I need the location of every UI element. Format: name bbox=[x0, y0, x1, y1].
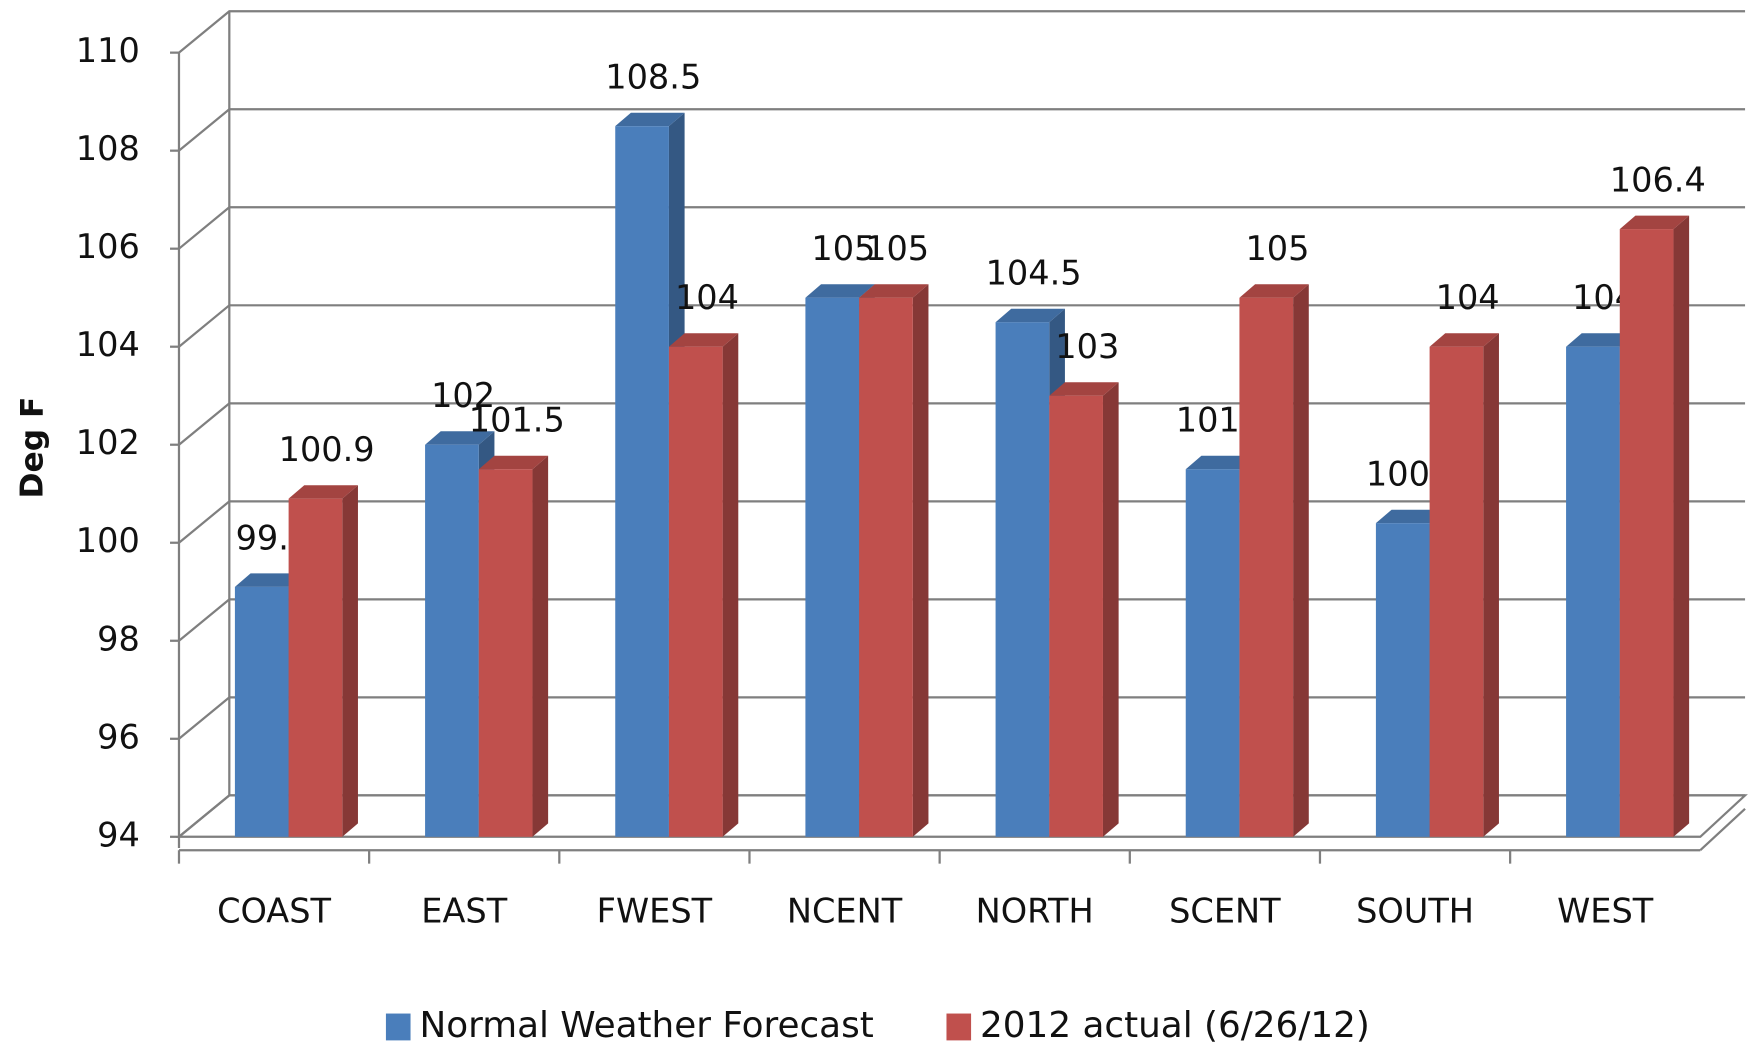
value-label: 100.9 bbox=[279, 430, 375, 469]
grid-line bbox=[178, 108, 1746, 152]
bar-top bbox=[1429, 333, 1499, 347]
bar bbox=[805, 297, 860, 837]
bar bbox=[1185, 469, 1240, 837]
grid-line bbox=[178, 402, 1746, 446]
bar-top bbox=[805, 284, 875, 298]
value-label: 101.5 bbox=[469, 401, 565, 440]
floor bbox=[175, 794, 1748, 838]
bar-top bbox=[234, 573, 305, 587]
y-tick-label: 96 bbox=[97, 717, 140, 756]
y-tick-label: 106 bbox=[76, 227, 140, 266]
y-tick-label: 100 bbox=[76, 521, 140, 560]
bar-top bbox=[1185, 455, 1256, 470]
floor-right-edge bbox=[1699, 808, 1746, 852]
y-tick-label: 94 bbox=[97, 815, 140, 854]
value-label: 108.5 bbox=[605, 58, 701, 97]
bar-top bbox=[1375, 509, 1446, 524]
grid-line bbox=[178, 598, 1746, 642]
bar bbox=[1619, 229, 1674, 837]
x-tick-label: EAST bbox=[421, 891, 507, 930]
bar-top bbox=[1239, 284, 1309, 298]
value-label: 104.5 bbox=[986, 254, 1082, 293]
bar-side bbox=[1483, 333, 1499, 837]
grid-line bbox=[178, 304, 1746, 348]
bar-side bbox=[342, 485, 358, 837]
bar bbox=[425, 444, 479, 837]
bar-top bbox=[478, 455, 549, 470]
legend-swatch bbox=[946, 1013, 972, 1041]
legend-label: Normal Weather Forecast bbox=[419, 1005, 873, 1046]
x-tick-label: FWEST bbox=[597, 891, 713, 930]
x-tick-label: SCENT bbox=[1169, 891, 1281, 930]
bar bbox=[995, 322, 1050, 837]
y-tick-label: 108 bbox=[76, 129, 140, 168]
y-tick-label: 104 bbox=[76, 325, 140, 364]
bar-top bbox=[1619, 215, 1690, 230]
bar bbox=[478, 469, 533, 837]
bar-top bbox=[859, 284, 929, 298]
bar bbox=[615, 126, 669, 837]
bar-top bbox=[288, 485, 358, 499]
legend-label: 2012 actual (6/26/12) bbox=[980, 1005, 1370, 1046]
x-tick-label: NCENT bbox=[787, 891, 903, 930]
bar bbox=[288, 498, 343, 837]
bar-top bbox=[995, 308, 1065, 323]
value-label: 105 bbox=[811, 229, 875, 268]
value-label: 106.4 bbox=[1610, 161, 1706, 200]
bar bbox=[859, 297, 913, 837]
x-tick-label: COAST bbox=[217, 891, 331, 930]
bar-top bbox=[615, 112, 685, 127]
value-label: 104 bbox=[1436, 278, 1500, 317]
bar bbox=[1049, 395, 1103, 837]
value-label: 105 bbox=[865, 229, 929, 268]
grid-line bbox=[178, 696, 1746, 740]
bar-side bbox=[1293, 284, 1309, 837]
grid-line bbox=[178, 500, 1746, 544]
bar-top bbox=[1566, 333, 1636, 347]
y-axis-label: Deg F bbox=[15, 397, 51, 499]
bar-side bbox=[1102, 382, 1119, 837]
bar-side bbox=[722, 333, 739, 837]
bar-side bbox=[532, 455, 549, 837]
y-tick-label: 98 bbox=[97, 619, 140, 658]
y-tick-label: 110 bbox=[76, 31, 140, 70]
value-label: 104 bbox=[675, 278, 739, 317]
x-tick-label: SOUTH bbox=[1356, 891, 1474, 930]
value-label: 102 bbox=[431, 376, 495, 415]
bar bbox=[234, 586, 289, 837]
legend-swatch bbox=[385, 1013, 411, 1041]
bar bbox=[1239, 297, 1294, 837]
bar bbox=[1566, 346, 1620, 837]
bar-top bbox=[668, 333, 739, 347]
y-tick-label: 102 bbox=[76, 423, 140, 462]
value-label: 103 bbox=[1055, 327, 1119, 366]
bar bbox=[1429, 346, 1484, 837]
bar bbox=[1375, 523, 1430, 837]
grid-line bbox=[178, 10, 1746, 54]
x-tick-label: NORTH bbox=[976, 891, 1094, 930]
bar-top bbox=[425, 431, 495, 445]
grid-line bbox=[178, 206, 1746, 250]
bar bbox=[668, 346, 723, 837]
grid-line bbox=[178, 794, 1746, 838]
bar-top bbox=[1049, 382, 1119, 396]
value-label: 105 bbox=[1245, 229, 1309, 268]
bar-side bbox=[912, 284, 929, 837]
x-tick-label: WEST bbox=[1557, 891, 1654, 930]
bar-side bbox=[1673, 215, 1690, 837]
